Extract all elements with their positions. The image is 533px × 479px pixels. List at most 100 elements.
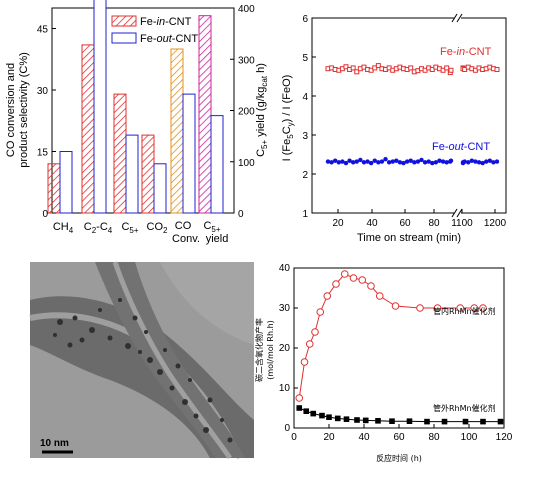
fe-in-point — [375, 63, 381, 69]
bar-fe-in-3 — [141, 134, 155, 214]
bar-group — [47, 0, 224, 214]
fe-out-point — [476, 160, 482, 165]
yield-ylabel-line2: (mol/mol Rh.h) — [266, 320, 275, 380]
nanoparticle — [118, 298, 122, 302]
yield-ytick-label: 40 — [279, 263, 291, 274]
bar-ylabel-left-line1: CO conversion and — [5, 63, 17, 157]
fe-out-point — [397, 160, 403, 165]
ratio-axis-ticks: 1 2 3 4 5 6 20 40 60 80 1100 1200 — [302, 14, 506, 229]
nanoparticle — [89, 327, 95, 333]
fe-out-point — [433, 160, 439, 165]
fe-out-point — [347, 158, 352, 163]
bar-legend: Fe-in-CNT Fe-out-CNT — [111, 15, 198, 45]
bar-fe-out-2 — [125, 134, 139, 214]
category-c5: C5+ — [121, 221, 138, 235]
series-in-point — [416, 304, 424, 312]
category-c2-c4: C2-C4 — [84, 221, 113, 235]
category-co-conv-line1: CO — [175, 220, 192, 232]
series-in-point — [456, 304, 465, 312]
nanoparticle — [79, 337, 85, 343]
fe-out-point — [415, 159, 421, 164]
fe-out-point — [437, 158, 442, 163]
fe-out-point — [325, 159, 331, 164]
series-in-point — [300, 358, 309, 366]
series-out-point — [303, 408, 310, 414]
fe-out-point — [401, 160, 406, 166]
fe-out-point — [340, 159, 345, 164]
tem-micrograph: 10 nm — [29, 261, 254, 460]
fe-in-point — [408, 65, 414, 71]
yield-chart-panel: 0 10 20 30 40 0 20 40 60 80 100 120 反应时间 (h) 碳二含氧化物… — [254, 263, 513, 463]
nanoparticle — [220, 418, 224, 422]
series-in-point — [433, 304, 442, 312]
nanoparticle — [157, 369, 163, 375]
fe-out-point — [394, 158, 399, 163]
fe-out-point — [386, 160, 392, 165]
series-out-point — [441, 418, 448, 425]
series-in-point — [358, 276, 367, 284]
ratio-xtick-label: 1100 — [451, 218, 473, 229]
fe-out-point — [332, 158, 338, 163]
yield-xtick-label: 120 — [496, 432, 513, 443]
nanoparticle — [132, 315, 138, 321]
series-in-point — [332, 280, 340, 288]
series-out-point — [424, 418, 430, 425]
yield-xtick-label: 60 — [393, 432, 405, 443]
yield-ylabel-line1: 碳二含氧化物产率 — [254, 318, 264, 382]
right-tick-label: 100 — [238, 158, 255, 169]
fe-out-point — [365, 159, 370, 164]
right-tick-label: 400 — [238, 4, 255, 15]
axis-break-top — [451, 13, 463, 23]
ratio-ytick-label: 5 — [302, 53, 308, 64]
yield-series-group — [295, 270, 504, 425]
nanoparticle — [207, 397, 213, 403]
ratio-label-fe-out: Fe-out-CNT — [432, 141, 490, 153]
bar-fe-out-4 — [182, 93, 196, 214]
nanoparticle — [67, 342, 73, 348]
series-out-point — [319, 412, 325, 419]
ratio-ylabel: I (Fe5Cy) / I (FeO) — [281, 75, 295, 162]
ratio-series-group — [325, 63, 500, 166]
category-yield-line2: yield — [206, 233, 229, 245]
nanoparticle — [182, 399, 188, 405]
fe-in-point — [444, 65, 450, 71]
fe-out-point — [473, 159, 478, 164]
series-out-point — [480, 418, 486, 425]
series-out-point — [389, 418, 395, 424]
category-ch4: CH4 — [53, 221, 74, 235]
fe-out-point — [376, 160, 381, 165]
ratio-ytick-label: 2 — [302, 170, 308, 181]
ratio-ytick-label: 6 — [302, 14, 308, 25]
nanoparticle — [203, 427, 209, 433]
series-out-point — [334, 415, 341, 422]
fe-out-point — [440, 159, 446, 164]
yield-axis-ticks: 0 10 20 30 40 0 20 40 60 80 100 120 — [279, 263, 513, 443]
fe-in-point — [448, 67, 454, 73]
yield-ytick-label: 0 — [284, 423, 290, 434]
legend-label-fe-in: Fe-in-CNT — [140, 16, 192, 28]
bar-ylabel-right: C5+ yield (g/kgcat h) — [255, 63, 269, 157]
series-in-point — [323, 292, 332, 300]
fe-out-point — [412, 160, 417, 165]
fe-out-point — [430, 160, 435, 166]
fe-out-point — [419, 157, 424, 163]
bar-fe-in-4 — [170, 48, 184, 214]
nanoparticle — [107, 335, 113, 341]
right-tick-label: 300 — [238, 55, 255, 66]
series-out-point — [362, 417, 369, 424]
series-in-point — [305, 340, 314, 348]
left-tick-label: 45 — [37, 25, 49, 36]
right-tick-label: 200 — [238, 107, 255, 118]
ratio-xlabel: Time on stream (min) — [357, 232, 461, 244]
series-out-point — [343, 416, 350, 422]
series-out-point — [354, 417, 360, 423]
ratio-chart-panel: 1 2 3 4 5 6 20 40 60 80 1100 1200 Fe-in-CNT Fe-out-… — [281, 13, 507, 244]
bar-fe-in-2 — [113, 93, 127, 214]
fe-out-point — [361, 160, 367, 165]
bar-fe-out-3 — [153, 163, 167, 214]
nanoparticle — [193, 413, 199, 419]
series-in-point — [375, 292, 384, 300]
fe-out-point — [426, 159, 431, 164]
category-yield-line1: C5+ — [203, 220, 220, 234]
yield-xtick-label: 0 — [291, 432, 297, 443]
